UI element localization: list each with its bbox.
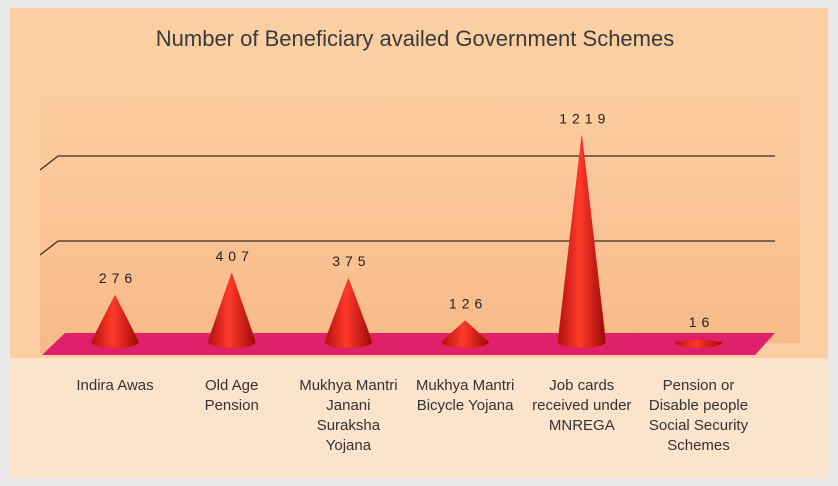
grid-line xyxy=(39,240,59,256)
cone xyxy=(324,277,373,349)
x-tick-label: Job cards received under MNREGA xyxy=(532,377,632,434)
cone xyxy=(674,339,723,349)
x-tick-label: Mukhya Mantri Bicycle Yojana xyxy=(415,377,515,414)
data-label: 407 xyxy=(216,248,254,264)
x-tick-label: Old Age Pension xyxy=(204,377,259,414)
wall xyxy=(40,76,800,353)
data-label: 126 xyxy=(449,295,487,311)
floor xyxy=(42,333,775,355)
cone xyxy=(207,272,256,349)
data-label: 16 xyxy=(689,314,715,330)
chart-wrap: Number of Beneficiary availed Government… xyxy=(10,8,828,478)
data-label: 276 xyxy=(99,270,137,286)
x-tick-label: Mukhya Mantri Janani Suraksha Yojana xyxy=(299,377,398,454)
cone xyxy=(557,135,607,349)
x-tick-label: Pension or Disable people Social Securit… xyxy=(648,377,749,454)
cone xyxy=(90,294,140,349)
chart: Number of Beneficiary availed Government… xyxy=(10,8,828,358)
data-label: 1219 xyxy=(559,110,610,126)
data-label: 375 xyxy=(332,253,370,269)
x-tick-label: Indira Awas xyxy=(76,377,154,394)
cone xyxy=(440,320,490,349)
chart-title: Number of Beneficiary availed Government… xyxy=(156,26,674,51)
grid-line xyxy=(39,155,59,171)
